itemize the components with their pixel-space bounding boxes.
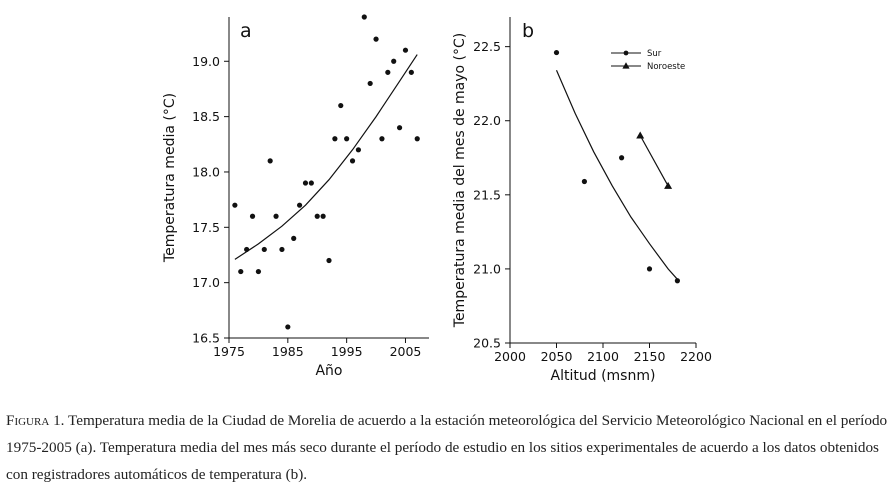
panel-label: b — [522, 20, 534, 42]
data-point — [408, 69, 414, 75]
x-tick-label: 2050 — [541, 349, 573, 364]
data-point — [291, 235, 297, 241]
data-point — [553, 49, 560, 56]
data-point — [349, 158, 356, 164]
data-point — [279, 246, 285, 253]
y-tick-label: 17.0 — [192, 275, 220, 290]
chart-a: 1975 1985 1995 2005 16.5 17.0 17.5 18.0 18.5 19.0… — [162, 14, 429, 379]
x-axis-title: Altitud (msnm) — [551, 368, 656, 384]
y-tick-label: 18.5 — [192, 109, 220, 124]
data-point — [308, 180, 314, 186]
data-point — [273, 213, 279, 219]
data-point — [379, 136, 385, 142]
data-point — [581, 178, 587, 185]
x-tick-label: 2005 — [390, 344, 422, 359]
x-tick-label: 2100 — [587, 349, 619, 364]
x-tick-label: 1975 — [213, 344, 245, 359]
data-point — [674, 278, 680, 284]
data-point — [332, 136, 338, 142]
x-tick-label: 1985 — [272, 344, 304, 359]
y-tick-label: 22.0 — [473, 113, 501, 128]
chart-b: 2000 2050 2100 2150 2200 20.5 21.0 21.5 22.0 22.5… — [452, 17, 712, 384]
figure-area: 1975 1985 1995 2005 16.5 17.0 17.5 18.0 18.5 19.0… — [162, 14, 712, 384]
data-point — [619, 155, 625, 161]
data-point — [385, 69, 391, 75]
data-point — [367, 80, 373, 87]
data-point — [267, 158, 273, 164]
data-point — [402, 47, 409, 53]
panel-label: a — [240, 20, 252, 42]
data-point — [314, 213, 320, 219]
y-tick-label: 19.0 — [192, 54, 220, 69]
series-line — [639, 135, 669, 187]
data-point — [373, 36, 379, 42]
trend-line — [555, 70, 678, 280]
data-point — [326, 257, 332, 264]
data-point — [391, 58, 397, 64]
y-tick-label: 17.5 — [192, 220, 220, 235]
data-point — [361, 14, 367, 20]
data-point — [238, 268, 244, 275]
x-tick-label: 2200 — [680, 349, 712, 364]
caption-text: Temperatura media de la Ciudad de Moreli… — [6, 412, 888, 483]
data-point-triangle — [636, 131, 645, 139]
data-point — [296, 202, 303, 208]
y-tick-label: 20.5 — [473, 336, 501, 351]
x-tick-label: 2000 — [494, 349, 526, 364]
data-point — [232, 202, 238, 208]
legend-label: Sur — [647, 49, 662, 59]
data-point — [261, 246, 267, 253]
y-axis-title: Temperatura media (°C) — [162, 93, 178, 263]
y-axis-title: Temperatura media del mes de mayo (°C) — [452, 33, 468, 328]
data-point — [338, 102, 344, 109]
legend-label: Noroeste — [647, 62, 685, 72]
legend-marker-triangle — [622, 62, 630, 69]
y-tick-label: 22.5 — [473, 39, 501, 54]
data-point — [396, 125, 403, 131]
trend-line — [234, 54, 418, 260]
caption-lead: Figura 1. — [6, 412, 65, 429]
y-tick-label: 18.0 — [192, 164, 220, 179]
data-point — [249, 213, 256, 219]
figure-caption: Figura 1. Temperatura media de la Ciudad… — [6, 407, 890, 488]
data-point — [344, 136, 350, 142]
x-tick-label: 2150 — [634, 349, 666, 364]
x-axis-title: Año — [315, 363, 342, 379]
y-tick-label: 21.5 — [473, 187, 501, 202]
legend-marker-circle — [623, 50, 629, 56]
y-tick-label: 16.5 — [192, 331, 220, 346]
data-point — [414, 136, 420, 142]
data-point-triangle — [664, 181, 673, 189]
data-point — [320, 213, 326, 219]
data-point — [302, 180, 309, 186]
data-point — [646, 266, 653, 272]
data-point — [255, 268, 262, 275]
x-tick-label: 1995 — [331, 344, 363, 359]
data-point — [355, 147, 362, 153]
y-tick-label: 21.0 — [473, 261, 501, 276]
data-point — [285, 324, 291, 330]
